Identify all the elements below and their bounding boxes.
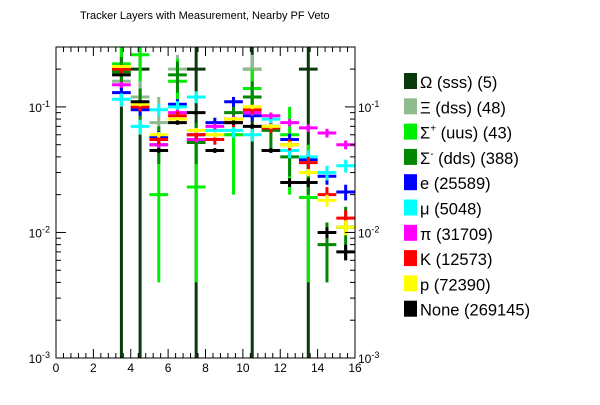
legend-label: Ω (sss) (5) — [420, 74, 497, 92]
legend-item-0: Ω (sss) (5) — [404, 73, 497, 92]
legend-label: π (31709) — [420, 226, 493, 244]
x-tick-label: 12 — [274, 361, 288, 375]
legend-label: None (269145) — [420, 302, 530, 320]
legend-item-8: p (72390) — [404, 275, 491, 294]
series-9 — [112, 73, 355, 261]
legend-item-3: Σ- (dds) (388) — [404, 148, 519, 168]
legend: Ω (sss) (5) Ξ (dss) (48) Σ+ (uus) (43) Σ- (… — [404, 73, 530, 320]
legend-item-5: μ (5048) — [404, 199, 482, 219]
legend-item-9: None (269145) — [404, 300, 530, 320]
legend-swatch — [404, 148, 417, 165]
legend-label: p (72390) — [420, 276, 491, 294]
plot-frame — [55, 46, 356, 359]
x-tick-label: 14 — [311, 361, 325, 375]
legend-swatch — [404, 73, 417, 89]
legend-swatch — [404, 275, 417, 292]
y-tick-label-right: 10-2 — [358, 224, 379, 240]
legend-item-6: π (31709) — [404, 224, 493, 244]
axes: 0 2 4 6 8 10 12 14 16 10-1 10-1 10-2 10-2 10-3 10-3 — [29, 46, 379, 375]
y-tick-label-left: 10-1 — [29, 99, 50, 115]
x-tick-label: 0 — [53, 361, 60, 375]
plot-area — [112, 47, 355, 358]
legend-label: e (25589) — [420, 175, 491, 193]
y-tick-label-right: 10-3 — [358, 350, 379, 366]
x-tick-label: 10 — [236, 361, 250, 375]
x-tick-label: 16 — [348, 361, 362, 375]
legend-label: μ (5048) — [420, 201, 482, 219]
legend-swatch — [404, 199, 417, 216]
series-0 — [112, 47, 318, 358]
legend-swatch — [404, 174, 417, 191]
series-2 — [112, 47, 318, 283]
legend-label: Σ+ (uus) (43) — [420, 124, 512, 143]
x-tick-label: 4 — [127, 361, 134, 375]
x-tick-label: 8 — [202, 361, 209, 375]
legend-item-1: Ξ (dss) (48) — [404, 98, 506, 117]
legend-item-7: K (12573) — [404, 250, 492, 269]
y-tick-label-right: 10-1 — [358, 99, 379, 115]
legend-label: K (12573) — [420, 251, 492, 269]
legend-label: Σ- (dds) (388) — [420, 149, 519, 168]
legend-label: Ξ (dss) (48) — [420, 99, 506, 117]
legend-swatch — [404, 98, 417, 115]
y-tick-label-left: 10-3 — [29, 350, 50, 366]
legend-swatch — [404, 224, 417, 241]
chart-title: Tracker Layers with Measurement, Nearby … — [80, 10, 330, 22]
legend-item-4: e (25589) — [404, 174, 491, 193]
legend-swatch — [404, 123, 417, 140]
legend-item-2: Σ+ (uus) (43) — [404, 123, 512, 143]
x-tick-label: 2 — [90, 361, 97, 375]
x-tick-label: 6 — [165, 361, 172, 375]
legend-swatch — [404, 300, 417, 317]
y-tick-label-left: 10-2 — [29, 224, 50, 240]
legend-swatch — [404, 250, 417, 267]
